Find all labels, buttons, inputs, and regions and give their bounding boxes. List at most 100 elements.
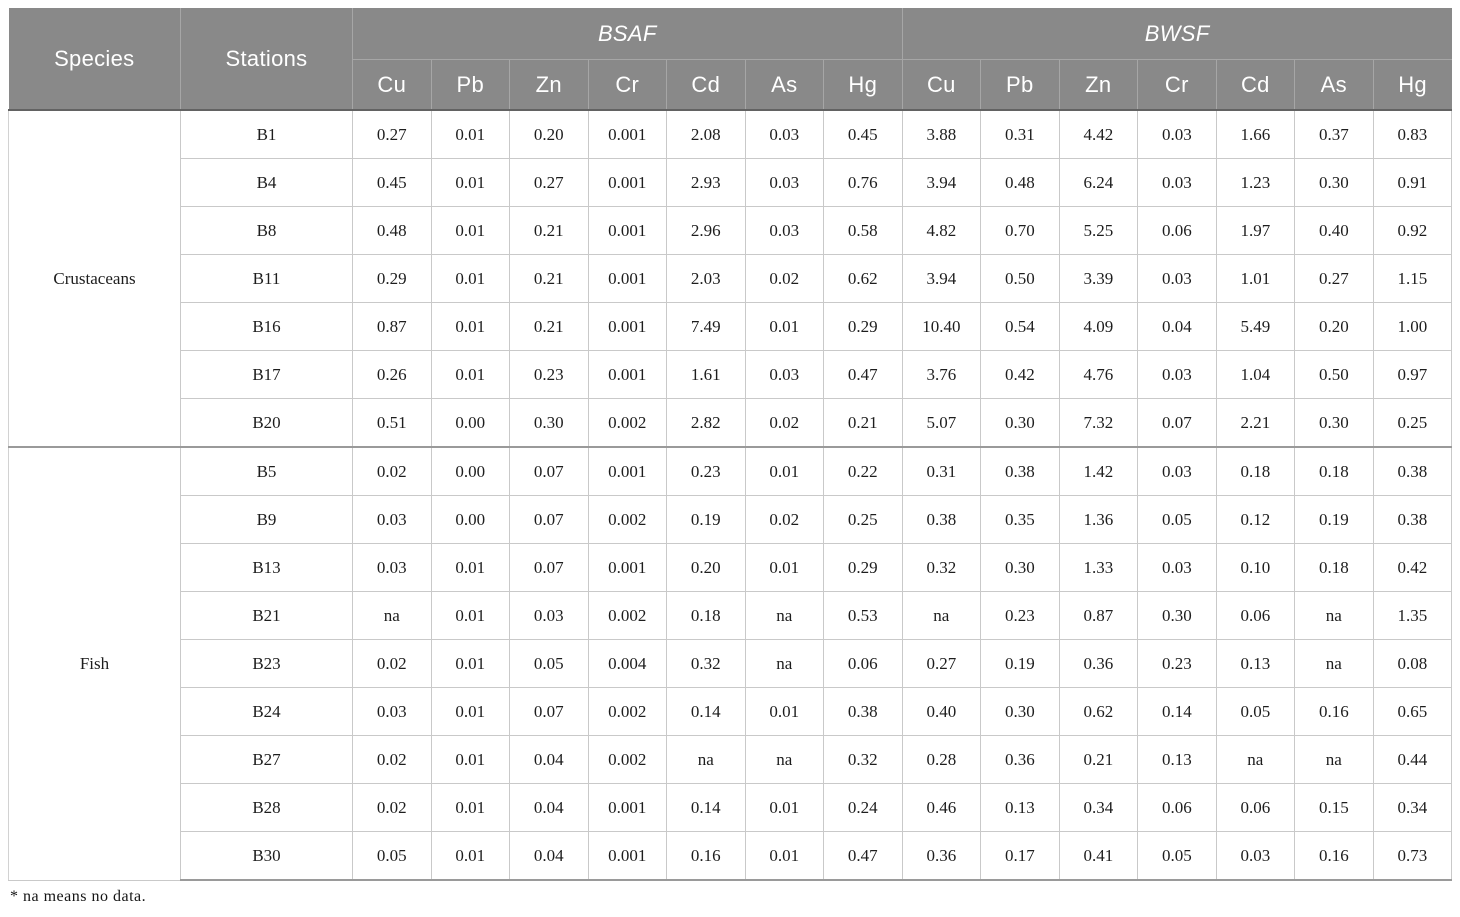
bsaf-value-cell: 0.48 [352,206,432,255]
bwsf-value-cell: 0.31 [980,109,1060,159]
bsaf-value-cell: 0.02 [744,398,824,448]
table-row: B24 0.03 0.01 0.07 0.002 0.14 0.01 0.38 0.40 0.30… [9,687,1453,736]
bsaf-value-cell: 0.21 [509,302,589,351]
bwsf-value-cell: 0.19 [1294,495,1374,544]
station-cell: B30 [180,831,353,881]
station-cell: B17 [180,350,353,399]
element-header-cr-bsaf: Cr [587,59,667,111]
bwsf-value-cell: 1.35 [1372,591,1453,640]
element-header-hg-bsaf: Hg [823,59,903,111]
group-header-bsaf: BSAF [352,8,903,60]
bwsf-value-cell: na [1215,735,1296,784]
bwsf-value-cell: 0.30 [980,687,1060,736]
bsaf-value-cell: 0.01 [430,158,510,207]
bsaf-value-cell: 0.19 [666,495,746,544]
bwsf-value-cell: 0.34 [1372,783,1453,832]
bsaf-value-cell: 0.07 [509,687,589,736]
col-header-stations: Stations [180,8,353,111]
bwsf-value-cell: 0.50 [1294,350,1374,399]
bsaf-value-cell: 0.00 [430,495,510,544]
bwsf-value-cell: 0.41 [1058,831,1139,881]
bsaf-value-cell: 0.05 [509,639,589,688]
bwsf-value-cell: 0.87 [1058,591,1139,640]
bsaf-value-cell: 0.27 [352,109,432,159]
bwsf-value-cell: 0.19 [980,639,1060,688]
bsaf-value-cell: 2.03 [666,254,746,303]
bwsf-value-cell: na [1294,639,1374,688]
bsaf-value-cell: 2.93 [666,158,746,207]
bwsf-value-cell: 0.91 [1372,158,1453,207]
station-cell: B11 [180,254,353,303]
bsaf-value-cell: 0.004 [587,639,667,688]
table-row: B21 na 0.01 0.03 0.002 0.18 na 0.53 na 0.23 0.87 0.… [9,591,1453,640]
bsaf-value-cell: 0.30 [509,398,589,448]
bsaf-value-cell: 0.29 [823,543,903,592]
bsaf-value-cell: 0.05 [352,831,432,881]
bwsf-value-cell: 1.36 [1058,495,1139,544]
bsaf-value-cell: 0.62 [823,254,903,303]
group-header-bwsf: BWSF [901,8,1452,60]
bwsf-value-cell: na [1294,735,1374,784]
bwsf-value-cell: 0.36 [901,831,982,881]
bwsf-value-cell: 3.94 [901,158,982,207]
table-row: Fish B5 0.02 0.00 0.07 0.001 0.23 0.01 0.22 0.31 0… [8,446,1453,881]
bwsf-value-cell: 0.04 [1137,302,1217,351]
bsaf-value-cell: 0.21 [509,206,589,255]
bwsf-value-cell: 3.76 [901,350,982,399]
bwsf-value-cell: 0.40 [901,687,982,736]
bsaf-value-cell: 0.01 [430,783,510,832]
col-header-species: Species [8,8,181,111]
station-cell: B21 [180,591,353,640]
bsaf-value-cell: 0.02 [744,495,824,544]
bsaf-value-cell: 0.24 [823,783,903,832]
element-header-cu-bwsf: Cu [901,59,982,111]
bwsf-value-cell: 0.62 [1058,687,1139,736]
bwsf-value-cell: 0.13 [1137,735,1217,784]
bsaf-value-cell: 0.01 [430,302,510,351]
station-cell: B27 [180,735,353,784]
bsaf-value-cell: 0.001 [587,254,667,303]
element-header-cd-bwsf: Cd [1215,59,1296,111]
station-cell: B13 [180,543,353,592]
bsaf-value-cell: 0.00 [430,446,510,496]
bwsf-value-cell: 0.03 [1137,350,1217,399]
bwsf-value-cell: 0.30 [980,543,1060,592]
table-header: Species Stations BSAF BWSF Cu Pb Zn Cr C… [8,8,1452,111]
bwsf-value-cell: 3.94 [901,254,982,303]
bwsf-value-cell: 0.13 [1215,639,1296,688]
bsaf-value-cell: 0.25 [823,495,903,544]
bwsf-value-cell: 0.06 [1137,783,1217,832]
bsaf-value-cell: 0.02 [352,639,432,688]
table-row: B20 0.51 0.00 0.30 0.002 2.82 0.02 0.21 5.07 0.30… [9,398,1453,448]
bsaf-value-cell: na [352,591,432,640]
bwsf-value-cell: 0.44 [1372,735,1453,784]
bsaf-value-cell: 1.61 [666,350,746,399]
bwsf-value-cell: 1.04 [1215,350,1296,399]
bwsf-value-cell: 6.24 [1058,158,1139,207]
bsaf-value-cell: 0.20 [666,543,746,592]
bwsf-value-cell: 0.54 [980,302,1060,351]
bsaf-value-cell: na [744,591,824,640]
bwsf-value-cell: 0.03 [1137,109,1217,159]
bsaf-value-cell: 0.002 [587,687,667,736]
element-header-as-bwsf: As [1294,59,1374,111]
bwsf-value-cell: 4.76 [1058,350,1139,399]
bsaf-value-cell: 0.001 [587,206,667,255]
bsaf-value-cell: 0.02 [352,446,432,496]
bwsf-value-cell: 1.15 [1372,254,1453,303]
bwsf-value-cell: 1.00 [1372,302,1453,351]
bsaf-value-cell: 0.23 [666,446,746,496]
bwsf-value-cell: 0.34 [1058,783,1139,832]
bsaf-value-cell: 0.01 [430,687,510,736]
bsaf-value-cell: 0.01 [430,206,510,255]
bsaf-value-cell: 0.01 [430,591,510,640]
station-cell: B23 [180,639,353,688]
bwsf-value-cell: 0.12 [1215,495,1296,544]
bsaf-value-cell: 0.02 [744,254,824,303]
table-row: B16 0.87 0.01 0.21 0.001 7.49 0.01 0.29 10.40 0.5… [9,302,1453,351]
footnote: * na means no data. [10,888,147,905]
bwsf-value-cell: 0.18 [1294,543,1374,592]
bsaf-value-cell: 0.001 [587,158,667,207]
table-row: Crustaceans B1 0.27 0.01 0.20 0.001 2.08 0.03 0.… [8,109,1453,448]
bsaf-value-cell: 0.26 [352,350,432,399]
